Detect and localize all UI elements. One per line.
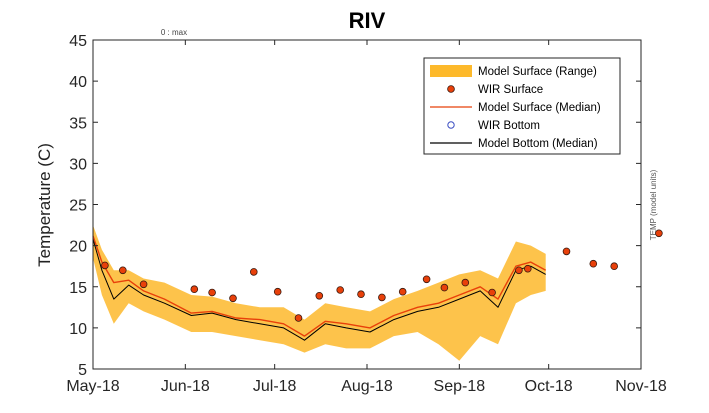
wir-surface-point bbox=[229, 294, 237, 303]
wir-surface-point bbox=[273, 287, 282, 296]
x-tick-label: Jun-18 bbox=[161, 378, 210, 395]
x-tick-label: Oct-18 bbox=[525, 378, 573, 395]
bottom-median-path bbox=[92, 238, 546, 341]
x-tick-label: Aug-18 bbox=[341, 378, 393, 395]
wir-surface-point bbox=[562, 247, 571, 256]
wir-surface-point bbox=[250, 268, 258, 276]
y-tick-label: 20 bbox=[69, 239, 87, 256]
y-tick-label: 15 bbox=[69, 280, 87, 297]
legend-swatch-wir-bottom bbox=[447, 121, 455, 129]
x-tick-label: Nov-18 bbox=[615, 378, 667, 395]
legend: Model Surface (Range) WIR Surface Model Su… bbox=[423, 57, 621, 155]
y-axis-label: Temperature (C) bbox=[35, 143, 54, 267]
legend-swatch-range bbox=[430, 65, 472, 77]
y-tick-label: 30 bbox=[69, 156, 87, 173]
x-tick-label: May-18 bbox=[66, 378, 119, 395]
wir-surface-point bbox=[523, 264, 532, 273]
y-tick-label: 35 bbox=[69, 115, 87, 132]
wir-surface-point bbox=[398, 287, 407, 296]
chart-title: RIV bbox=[349, 8, 386, 33]
wir-surface-point bbox=[589, 259, 598, 268]
surface-median-path bbox=[92, 235, 547, 337]
legend-label: WIR Bottom bbox=[478, 120, 540, 132]
wir-surface-point bbox=[139, 280, 148, 289]
legend-swatch-wir-surface bbox=[447, 85, 455, 93]
model-surface-median-line bbox=[92, 235, 547, 337]
legend-label: Model Surface (Median) bbox=[478, 102, 601, 114]
y-tick-label: 5 bbox=[78, 362, 87, 379]
model-surface-range-band bbox=[93, 225, 546, 361]
wir-surface-point bbox=[461, 278, 470, 287]
y-tick-label: 25 bbox=[69, 198, 87, 215]
wir-surface-point bbox=[315, 291, 324, 300]
model-bottom-median-line bbox=[92, 238, 546, 341]
y-tick-label: 45 bbox=[69, 33, 87, 50]
wir-surface-point bbox=[422, 275, 431, 284]
range-band-area bbox=[93, 225, 546, 361]
right-axis-label: TEMP (model units) bbox=[649, 169, 658, 240]
top-annotation: 0 : max bbox=[161, 28, 187, 37]
wir-surface-point bbox=[101, 261, 109, 270]
wir-surface-point bbox=[294, 314, 303, 322]
wir-surface-point bbox=[488, 288, 496, 297]
y-axis-ticks: 5 10 15 20 25 30 35 40 45 bbox=[69, 33, 641, 379]
wir-surface-point bbox=[610, 262, 618, 271]
legend-label: Model Surface (Range) bbox=[478, 66, 597, 78]
x-tick-label: Sep-18 bbox=[434, 378, 486, 395]
wir-surface-point bbox=[440, 283, 449, 292]
wir-surface-point bbox=[378, 293, 386, 302]
wir-surface-point bbox=[336, 286, 345, 294]
wir-surface-point bbox=[208, 288, 216, 297]
legend-label: WIR Surface bbox=[478, 84, 543, 96]
x-tick-label: Jul-18 bbox=[253, 378, 297, 395]
y-tick-label: 40 bbox=[69, 74, 87, 91]
wir-surface-point bbox=[655, 229, 663, 238]
y-tick-label: 10 bbox=[69, 321, 87, 338]
wir-surface-point bbox=[515, 266, 523, 275]
wir-surface-point bbox=[119, 266, 127, 275]
wir-surface-point bbox=[357, 290, 365, 299]
legend-label: Model Bottom (Median) bbox=[478, 138, 598, 150]
wir-surface-point bbox=[190, 285, 199, 294]
wir-surface-points bbox=[101, 229, 663, 322]
x-axis-ticks: May-18 Jun-18 Jul-18 Aug-18 Sep-18 Oct-18 Nov-… bbox=[66, 40, 667, 395]
